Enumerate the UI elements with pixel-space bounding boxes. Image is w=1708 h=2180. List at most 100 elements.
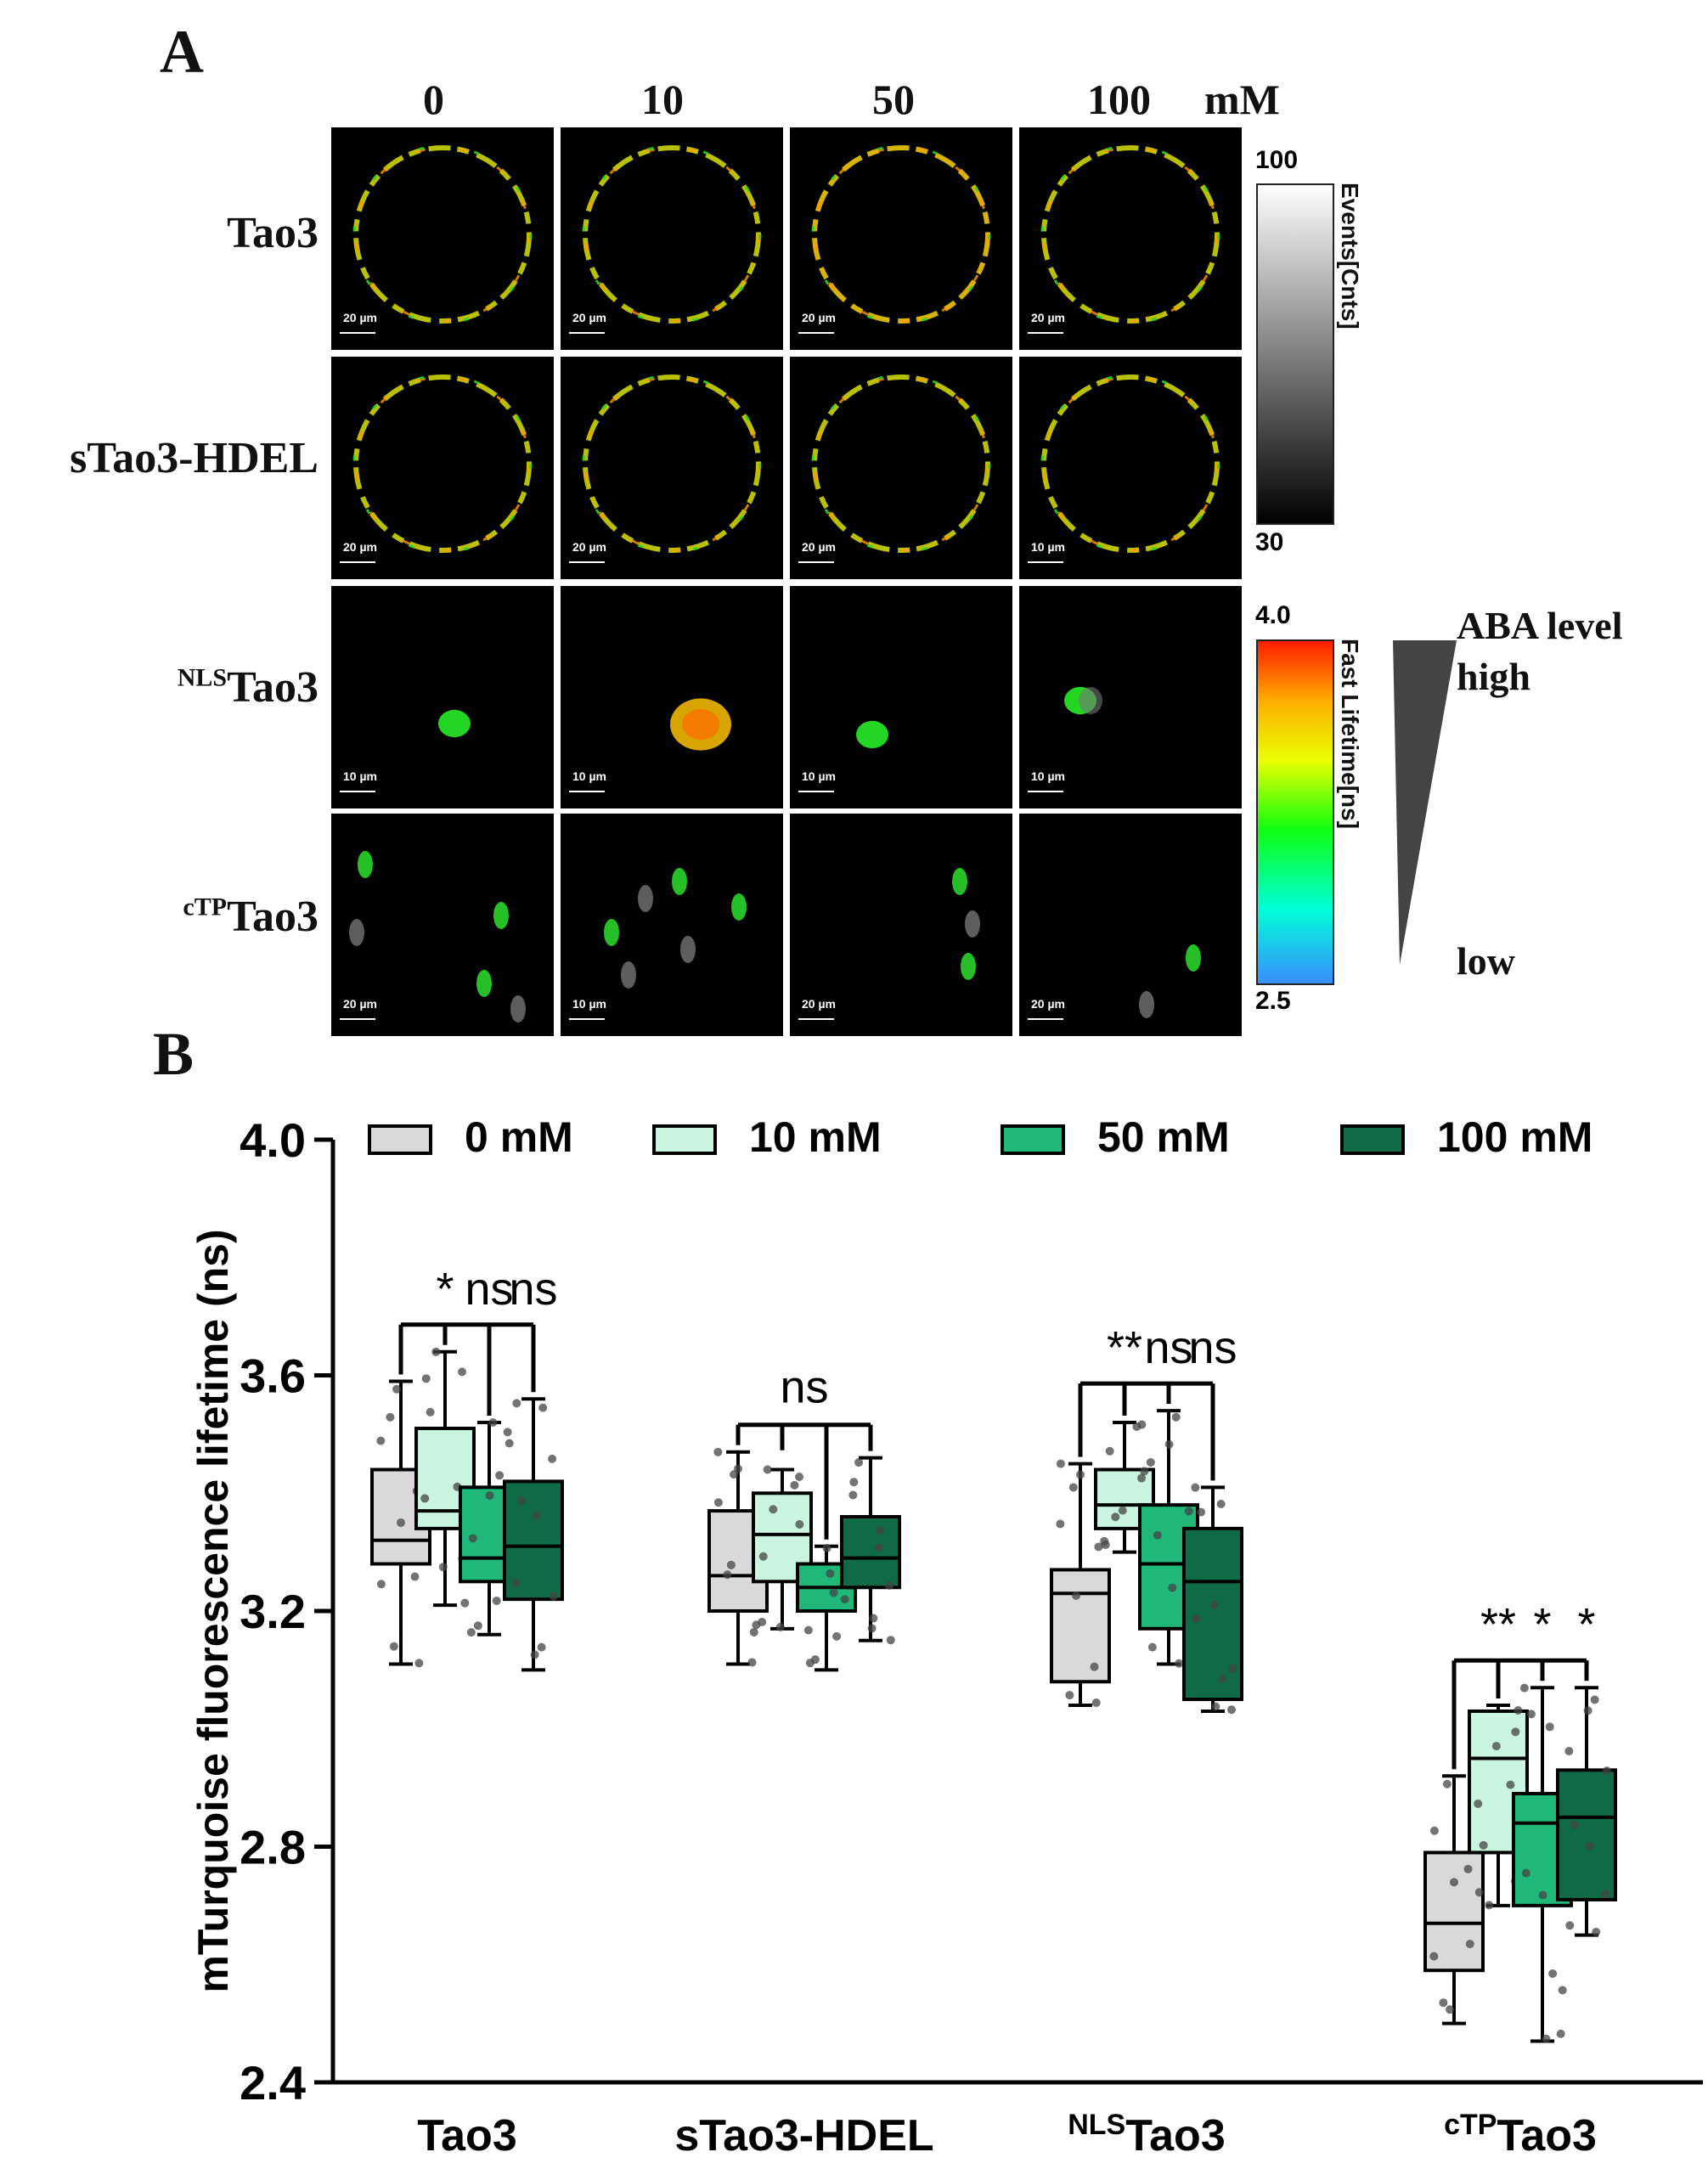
data-point: [713, 1498, 723, 1507]
data-point: [548, 1454, 557, 1463]
data-point: [885, 1580, 894, 1590]
scale-bar-label: 10 µm: [1031, 769, 1065, 783]
data-point: [414, 1659, 424, 1668]
data-point: [1076, 1470, 1085, 1479]
row-label-stao3-hdel: sTao3-HDEL: [70, 434, 318, 482]
data-point: [1140, 1467, 1149, 1476]
significance-label: ns: [465, 1264, 513, 1315]
legend-label: 0 mM: [465, 1113, 573, 1161]
row-label-tao3: Tao3: [227, 209, 318, 257]
data-point: [397, 1518, 405, 1527]
data-point: [420, 1494, 430, 1503]
data-point: [468, 1534, 477, 1543]
data-point: [1592, 1928, 1601, 1937]
data-point: [1105, 1446, 1114, 1456]
data-point: [730, 1470, 739, 1479]
micrograph-r2-c2: 10 µm: [790, 586, 1012, 808]
data-point: [1474, 1799, 1483, 1808]
scale-bar-label: 20 µm: [1031, 997, 1065, 1011]
lifetime-boxplot: 2.4 2.8 3.2 3.6 4.0 mTurquoise fluorescence l…: [0, 1104, 1708, 2176]
y-axis-title: mTurquoise fluorescence lifetime (ns): [189, 1229, 237, 1992]
data-point: [1147, 1642, 1157, 1652]
data-point: [1463, 1864, 1473, 1873]
data-point: [495, 1471, 505, 1480]
data-point: [1556, 2029, 1565, 2038]
data-point: [1137, 1473, 1147, 1483]
data-point: [795, 1472, 804, 1481]
data-point: [1439, 1998, 1448, 2008]
data-point: [1068, 1483, 1078, 1492]
data-point: [832, 1631, 842, 1641]
panel-a-label: A: [160, 18, 204, 86]
data-point: [532, 1511, 541, 1520]
concentration-unit: mM: [1204, 76, 1280, 123]
data-point: [874, 1543, 883, 1552]
data-point: [1132, 1422, 1141, 1431]
scale-bar-label: 20 µm: [343, 311, 377, 324]
y-tick-label: 3.6: [240, 1349, 306, 1403]
data-point: [713, 1447, 723, 1456]
box-2-3: [1182, 1526, 1243, 1702]
data-point: [505, 1439, 514, 1448]
micrograph-r2-c0: 10 µm: [331, 586, 554, 808]
micrograph-r1-c2: 20 µm: [790, 357, 1012, 579]
data-point: [1491, 1742, 1501, 1751]
aba-high-label: high: [1457, 655, 1530, 698]
data-point: [1514, 1706, 1523, 1715]
data-point: [1216, 1500, 1226, 1509]
data-point: [1583, 1706, 1592, 1715]
data-point: [517, 1496, 527, 1506]
data-point: [466, 1628, 476, 1637]
significance-label: ns: [780, 1362, 828, 1413]
data-point: [1197, 1507, 1206, 1517]
data-point: [1228, 1664, 1237, 1673]
data-point: [1056, 1519, 1065, 1529]
x-category-label: NLSTao3: [1068, 2109, 1226, 2160]
data-point: [1072, 1591, 1081, 1600]
micrograph-r1-c3: 10 µm: [1019, 357, 1242, 579]
significance-label: **: [1107, 1322, 1142, 1373]
data-point: [1506, 1780, 1515, 1789]
legend-label: 10 mM: [749, 1113, 882, 1161]
concentration-label-100: 100: [1087, 76, 1151, 123]
data-point: [822, 1544, 831, 1553]
data-point: [1164, 1439, 1174, 1449]
scale-bar-label: 10 µm: [802, 769, 836, 783]
data-point: [1479, 1840, 1488, 1850]
significance-label: *: [1577, 1599, 1595, 1650]
data-point: [431, 1347, 441, 1356]
legend-swatch: [1001, 1124, 1065, 1155]
data-point: [829, 1588, 838, 1597]
data-point: [458, 1367, 467, 1377]
data-point: [876, 1525, 885, 1535]
data-point: [849, 1478, 859, 1487]
legend-label: 50 mM: [1097, 1113, 1230, 1161]
micrograph-r0-c0: 20 µm: [331, 127, 554, 350]
lifetime-colorbar: [1256, 639, 1334, 985]
legend-swatch: [652, 1124, 717, 1155]
data-point: [1465, 1940, 1474, 1949]
data-point: [1565, 1921, 1575, 1930]
data-point: [1101, 1541, 1110, 1550]
data-point: [763, 1465, 772, 1474]
data-point: [1442, 1779, 1452, 1789]
data-point: [726, 1560, 736, 1569]
data-point: [805, 1659, 815, 1668]
data-point: [840, 1595, 849, 1604]
concentration-label-50: 50: [872, 76, 915, 123]
data-point: [1590, 1695, 1599, 1704]
data-point: [460, 1598, 470, 1608]
data-point: [426, 1407, 435, 1417]
scale-bar-label: 20 µm: [343, 997, 377, 1011]
aba-gradient-wedge: [1393, 640, 1457, 965]
data-point: [392, 1384, 402, 1394]
data-point: [376, 1436, 386, 1445]
significance-label: ns: [1188, 1322, 1237, 1373]
scale-bar-label: 20 µm: [802, 311, 836, 324]
data-point: [1091, 1698, 1101, 1708]
significance-label: ns: [1144, 1322, 1192, 1373]
scale-bar-label: 20 µm: [1031, 311, 1065, 324]
scale-bar-label: 20 µm: [802, 540, 836, 554]
micrograph-r3-c2: 20 µm: [790, 814, 1012, 1036]
lifetime-max: 4.0: [1255, 601, 1291, 629]
